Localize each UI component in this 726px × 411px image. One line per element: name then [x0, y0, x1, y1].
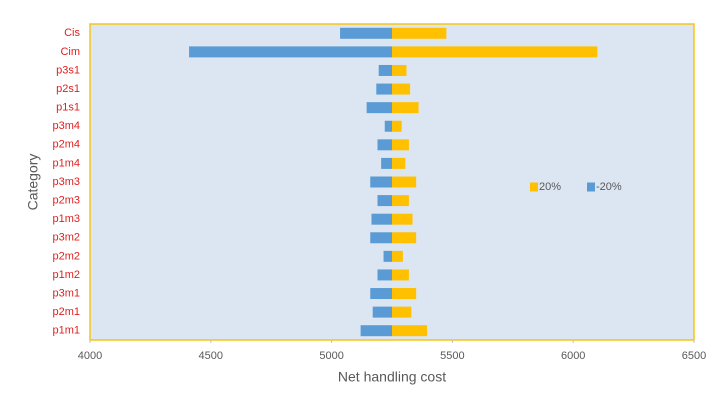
bar [377, 195, 392, 207]
bar [371, 213, 392, 225]
bar [392, 120, 402, 132]
bar [392, 64, 407, 76]
legend-label: -20% [596, 181, 622, 193]
y-tick-label: p1m3 [52, 213, 80, 225]
y-axis-title: Category [25, 154, 41, 211]
bar [392, 306, 412, 318]
y-tick-label: p3s1 [56, 64, 80, 76]
bar [370, 288, 392, 300]
bar [366, 102, 392, 114]
x-tick-label: 6500 [682, 350, 706, 362]
bar [392, 102, 419, 114]
y-tick-label: p3m2 [52, 232, 80, 244]
bar [392, 250, 403, 262]
y-tick-label: Cim [60, 46, 80, 58]
y-tick-label: p2m4 [52, 139, 80, 151]
bar [360, 325, 392, 337]
bar [392, 27, 447, 39]
bar [392, 325, 428, 337]
y-tick-label: p2m2 [52, 250, 80, 262]
legend-swatch [587, 182, 595, 192]
bar [392, 232, 417, 244]
bar [392, 157, 406, 169]
y-tick-label: p3m3 [52, 176, 80, 188]
bar [383, 250, 392, 262]
y-tick-label: p1m4 [52, 157, 80, 169]
bar [372, 306, 392, 318]
x-tick-label: 4000 [78, 350, 102, 362]
x-tick-label: 4500 [199, 350, 223, 362]
bar [392, 139, 409, 151]
bar [377, 139, 392, 151]
bar [392, 288, 417, 300]
bar [384, 120, 392, 132]
y-tick-label: p3m4 [52, 120, 80, 132]
bar [392, 213, 413, 225]
x-tick-label: 5000 [319, 350, 343, 362]
bar [370, 176, 392, 188]
x-axis-title: Net handling cost [338, 369, 446, 385]
bar [381, 157, 392, 169]
y-tick-label: p2m1 [52, 306, 80, 318]
bar [189, 46, 392, 58]
y-tick-label: p2m3 [52, 194, 80, 206]
bar [377, 269, 392, 281]
legend-label: 20% [539, 181, 561, 193]
y-tick-label: p2s1 [56, 83, 80, 95]
bar [340, 27, 392, 39]
bar [392, 176, 417, 188]
bar [392, 83, 411, 95]
bar [392, 195, 409, 207]
y-tick-label: p1s1 [56, 102, 80, 114]
y-tick-label: p1m1 [52, 325, 80, 337]
bar [370, 232, 392, 244]
y-tick-label: p3m1 [52, 287, 80, 299]
y-tick-label: Cis [64, 27, 80, 39]
x-tick-label: 6000 [561, 350, 585, 362]
bar [376, 83, 392, 95]
bar [392, 46, 598, 58]
bar [392, 269, 409, 281]
bar [378, 64, 392, 76]
legend-swatch [530, 182, 538, 192]
y-tick-label: p1m2 [52, 269, 80, 281]
x-tick-label: 5500 [440, 350, 464, 362]
